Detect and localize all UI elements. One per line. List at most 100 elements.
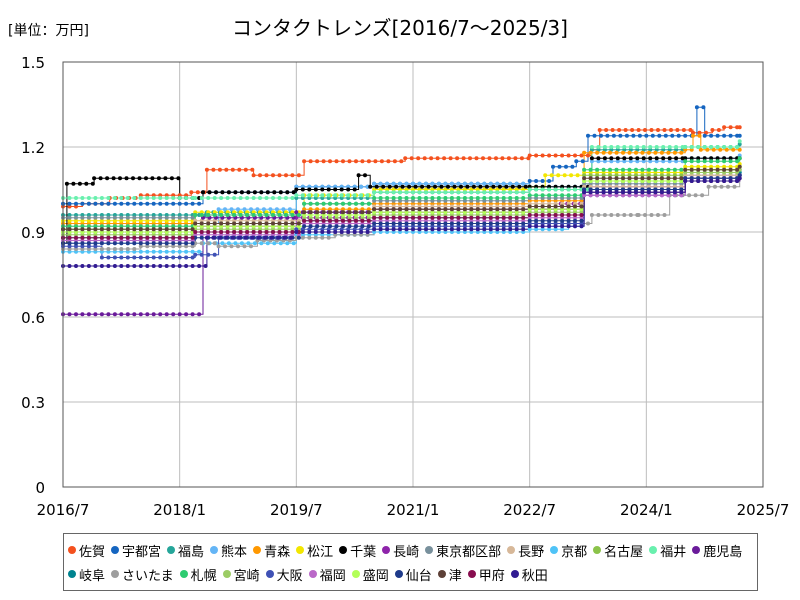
- data-point: [456, 201, 461, 206]
- data-point: [352, 187, 357, 192]
- data-point: [212, 221, 217, 226]
- data-point: [151, 213, 156, 217]
- data-point: [521, 230, 526, 234]
- data-point: [560, 204, 565, 209]
- data-point: [326, 232, 331, 237]
- data-point: [112, 238, 117, 243]
- data-point: [488, 213, 493, 217]
- data-point: [284, 173, 288, 178]
- data-point: [709, 176, 714, 181]
- legend-label: 青森: [264, 544, 291, 560]
- data-point: [411, 221, 415, 226]
- data-point: [439, 184, 444, 189]
- data-point: [366, 210, 371, 215]
- data-point: [164, 227, 169, 232]
- data-point: [80, 196, 85, 200]
- data-point: [610, 128, 615, 132]
- data-point: [378, 227, 383, 232]
- data-point: [574, 159, 579, 164]
- data-point: [621, 170, 625, 175]
- data-point: [456, 181, 461, 186]
- data-point: [482, 198, 487, 203]
- data-point: [132, 232, 137, 237]
- data-point: [184, 244, 189, 249]
- data-point: [659, 179, 664, 183]
- data-point: [219, 221, 224, 226]
- data-point: [722, 125, 727, 130]
- data-point: [219, 224, 224, 229]
- data-point: [737, 125, 742, 130]
- data-point: [80, 235, 85, 240]
- data-point: [653, 173, 658, 178]
- data-point: [534, 221, 539, 226]
- data-point: [245, 227, 250, 232]
- data-point: [646, 170, 651, 175]
- legend-marker-icon: [339, 546, 348, 554]
- data-point: [582, 179, 587, 183]
- data-point: [449, 230, 454, 234]
- data-point: [138, 193, 143, 198]
- data-point: [184, 221, 189, 226]
- data-point: [508, 215, 513, 220]
- data-point: [456, 190, 461, 195]
- data-point: [378, 201, 383, 206]
- data-point: [199, 210, 204, 215]
- data-point: [624, 133, 629, 138]
- data-point: [488, 181, 493, 186]
- data-point: [640, 176, 645, 181]
- data-point: [366, 159, 371, 164]
- data-point: [106, 235, 111, 240]
- data-point: [214, 190, 218, 195]
- data-point: [430, 196, 435, 200]
- data-point: [80, 215, 85, 220]
- data-point: [220, 241, 225, 246]
- data-point: [411, 187, 415, 192]
- data-point: [339, 193, 344, 198]
- x-tick-label: 2018/1: [153, 501, 206, 519]
- data-point: [392, 159, 397, 164]
- data-point: [566, 204, 571, 209]
- legend-item: 福井: [649, 538, 686, 562]
- data-point: [145, 215, 150, 220]
- data-point: [112, 247, 117, 251]
- data-point: [430, 221, 435, 226]
- data-point: [246, 190, 251, 195]
- data-point: [177, 218, 182, 223]
- data-point: [534, 196, 539, 200]
- data-point: [99, 241, 104, 246]
- data-point: [150, 176, 155, 181]
- data-point: [634, 173, 638, 178]
- data-point: [189, 190, 194, 195]
- data-point: [582, 190, 587, 195]
- data-point: [411, 198, 415, 203]
- data-point: [106, 213, 111, 217]
- data-point: [634, 179, 638, 183]
- data-point: [702, 176, 707, 181]
- data-point: [435, 156, 440, 161]
- data-point: [271, 227, 275, 232]
- data-point: [653, 193, 658, 198]
- data-point: [290, 230, 295, 234]
- data-point: [540, 179, 545, 183]
- data-point: [462, 181, 467, 186]
- data-point: [628, 213, 633, 217]
- data-point: [277, 210, 282, 215]
- data-point: [177, 224, 182, 229]
- data-point: [540, 227, 545, 232]
- legend-item: 岐阜: [68, 562, 105, 586]
- data-point: [158, 213, 163, 217]
- data-point: [74, 201, 78, 206]
- data-point: [654, 156, 659, 161]
- data-point: [346, 184, 351, 189]
- data-point: [709, 164, 714, 169]
- data-point: [199, 221, 204, 226]
- data-point: [251, 173, 256, 178]
- data-point: [242, 244, 247, 249]
- data-point: [646, 184, 651, 189]
- data-point: [702, 167, 707, 172]
- data-point: [495, 201, 500, 206]
- data-point: [604, 128, 609, 132]
- data-point: [508, 187, 513, 192]
- data-point: [560, 207, 565, 212]
- data-point: [125, 221, 130, 226]
